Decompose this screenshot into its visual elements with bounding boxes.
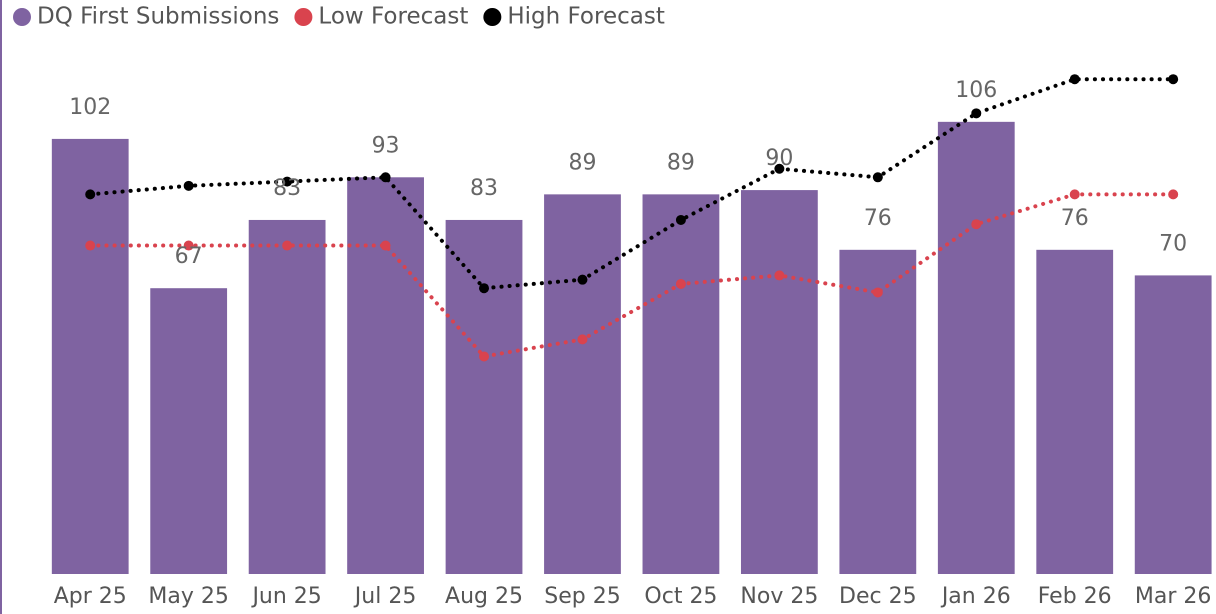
data-label: 106 xyxy=(955,78,997,103)
line-marker xyxy=(1069,74,1080,85)
line-marker xyxy=(577,274,588,285)
x-tick-label: Jun 25 xyxy=(250,584,321,609)
legend-label: Low Forecast xyxy=(318,4,468,30)
x-tick-label: Mar 26 xyxy=(1135,584,1212,609)
data-label: 83 xyxy=(273,176,301,201)
left-border xyxy=(0,0,2,614)
line-marker xyxy=(282,176,293,187)
data-label: 90 xyxy=(765,146,793,171)
bar xyxy=(937,121,1015,574)
line-marker xyxy=(183,240,194,251)
x-tick-label: Jul 25 xyxy=(353,584,417,609)
line-marker xyxy=(577,334,588,345)
data-label: 93 xyxy=(372,133,400,158)
bar xyxy=(248,219,326,574)
x-tick-label: Feb 26 xyxy=(1038,584,1112,609)
legend-label: High Forecast xyxy=(507,4,665,30)
bar xyxy=(544,194,621,574)
line xyxy=(88,192,1176,359)
line xyxy=(88,77,1176,291)
bar xyxy=(445,219,523,574)
data-label: 102 xyxy=(69,95,111,120)
line-marker xyxy=(971,219,982,230)
x-tick-label: Dec 25 xyxy=(839,584,917,609)
x-tick-label: Apr 25 xyxy=(54,584,127,609)
x-tick-label: Oct 25 xyxy=(644,584,717,609)
bar xyxy=(150,288,228,574)
line-marker xyxy=(675,214,686,225)
line-marker xyxy=(1168,74,1179,85)
bar xyxy=(1036,249,1114,574)
data-label: 89 xyxy=(667,150,695,175)
x-tick-label: Jan 26 xyxy=(940,584,1011,609)
line-marker xyxy=(872,172,883,183)
line-marker xyxy=(85,189,96,200)
bar xyxy=(839,249,917,574)
legend: DQ First Submissions Low Forecast High For… xyxy=(13,4,665,30)
x-tick-label: Sep 25 xyxy=(544,584,620,609)
line-marker xyxy=(1168,189,1179,200)
legend-marker xyxy=(13,8,31,26)
bar xyxy=(347,177,424,574)
bar xyxy=(740,190,818,574)
line-marker xyxy=(479,283,490,294)
bar xyxy=(1134,275,1212,574)
legend-marker xyxy=(483,8,502,26)
line-marker xyxy=(479,351,490,362)
data-label: 76 xyxy=(1061,206,1089,231)
line-marker xyxy=(380,240,391,251)
legend-label: DQ First Submissions xyxy=(37,4,279,30)
data-label: 76 xyxy=(864,206,892,231)
line-marker xyxy=(872,287,883,298)
x-tick-label: May 25 xyxy=(148,584,228,609)
legend-marker xyxy=(294,8,313,26)
data-label: 70 xyxy=(1159,231,1187,256)
line-marker xyxy=(675,278,686,289)
data-label: 89 xyxy=(568,150,596,175)
bar xyxy=(642,194,720,574)
line-marker xyxy=(1069,189,1080,200)
data-label: 83 xyxy=(470,176,498,201)
bar xyxy=(51,138,129,574)
line-marker xyxy=(774,163,785,174)
line-marker xyxy=(282,240,293,251)
line-marker xyxy=(380,172,391,183)
data-label: 67 xyxy=(175,244,203,269)
x-tick-label: Nov 25 xyxy=(740,584,818,609)
line-marker xyxy=(774,270,785,281)
line-marker xyxy=(971,108,982,119)
x-tick-label: Aug 25 xyxy=(445,584,523,609)
line-marker xyxy=(85,240,96,251)
line-marker xyxy=(183,180,194,191)
